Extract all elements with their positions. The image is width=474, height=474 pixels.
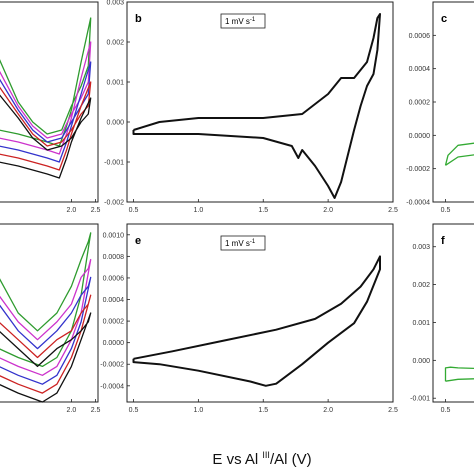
y-tick-label: 0.001 [106,80,124,87]
cv-curve [444,142,474,166]
y-tick-label: -0.001 [410,396,430,403]
cv-curve [0,312,92,403]
x-tick-label: 2.0 [67,207,77,214]
x-tick-label: 2.0 [67,407,77,414]
panel-frame [126,223,394,403]
x-tick-label: 0.5 [129,207,139,214]
y-tick-label: 0.0000 [103,340,125,347]
panel-d: 2.0 2.5 [0,223,101,414]
y-tick-label: 0.0002 [409,100,431,107]
cv-curve [0,41,92,155]
cv-curve [0,94,92,179]
y-tick-label: 0.0006 [103,275,125,282]
y-tick-label: 0.002 [412,282,430,289]
y-tick-label: 0.001 [412,320,430,327]
x-tick-label: 0.5 [129,407,139,414]
y-tick-label: 0.0004 [409,66,431,73]
panel-a: 2.0 2.5 [0,1,101,214]
y-tick-label: 0.0002 [103,319,125,326]
scan-rate-box [220,13,266,29]
cv-curve [444,366,474,382]
cv-curve [0,232,92,368]
y-tick-label: 0.002 [106,40,124,47]
x-tick-label: 2.5 [91,407,101,414]
y-tick-label: -0.0004 [100,383,124,390]
scan-rate-label: 1 mV s-1 [225,239,256,248]
x-tick-label: 1.0 [193,207,203,214]
y-tick-label: 0.0006 [409,33,431,40]
y-tick-label: -0.0004 [406,200,430,207]
panel-letter: b [135,13,142,25]
x-tick-label: 2.0 [323,207,333,214]
x-tick-label: 1.5 [258,407,268,414]
panel-b: 0.5 1.0 1.5 2.0 2.5 -0.002 -0.001 0.000 0.001 0.0… [104,0,398,214]
x-tick-label: 2.0 [323,407,333,414]
x-tick-label: 1.0 [193,407,203,414]
y-tick-label: 0.003 [106,0,124,7]
cv-curve [0,81,92,171]
cv-curve [445,378,474,382]
cv-curve [0,258,92,376]
panel-letter: f [441,235,445,247]
y-tick-label: -0.001 [104,160,124,167]
y-tick-label: 0.0010 [103,232,125,239]
y-tick-label: -0.0002 [406,166,430,173]
panel-frame [432,223,474,403]
panel-e: 0.5 1.0 1.5 2.0 2.5 -0.0004 -0.0002 0.0000 0.000… [100,223,398,414]
panel-frame [432,1,474,203]
panel-frame [0,223,99,403]
x-tick-label: 0.5 [441,207,451,214]
scan-rate-label: 1 mV s-1 [225,17,256,26]
x-tick-label: 0.5 [441,407,451,414]
panel-f: 0.5 -0.001 0.000 0.001 0.002 0.003 f [410,223,474,414]
x-tick-label: 1.5 [258,207,268,214]
y-tick-label: -0.002 [104,200,124,207]
y-tick-label: 0.000 [412,358,430,365]
panel-frame [126,1,394,203]
cv-curve [445,154,474,166]
y-tick-label: 0.0000 [409,133,431,140]
panel-frame [0,1,99,203]
x-tick-label: 2.5 [91,207,101,214]
cv-curve [132,13,381,199]
scan-rate-box [220,235,266,251]
panel-letter: e [135,235,141,247]
y-tick-label: -0.0002 [100,362,124,369]
y-tick-label: 0.000 [106,120,124,127]
y-tick-label: 0.0008 [103,254,125,261]
cv-curve [132,255,381,387]
panel-c: 0.5 -0.0004 -0.0002 0.0000 0.0002 0.0004 0.000… [406,1,474,214]
y-tick-label: 0.0004 [103,297,125,304]
x-axis-title: E vs Al III/Al (V) [212,450,311,468]
cv-curve [0,276,92,385]
panel-letter: c [441,13,447,25]
cv-curve [0,61,92,163]
x-tick-label: 2.5 [388,407,398,414]
y-tick-label: 0.003 [412,244,430,251]
cv-curve [0,294,92,394]
x-tick-label: 2.5 [388,207,398,214]
